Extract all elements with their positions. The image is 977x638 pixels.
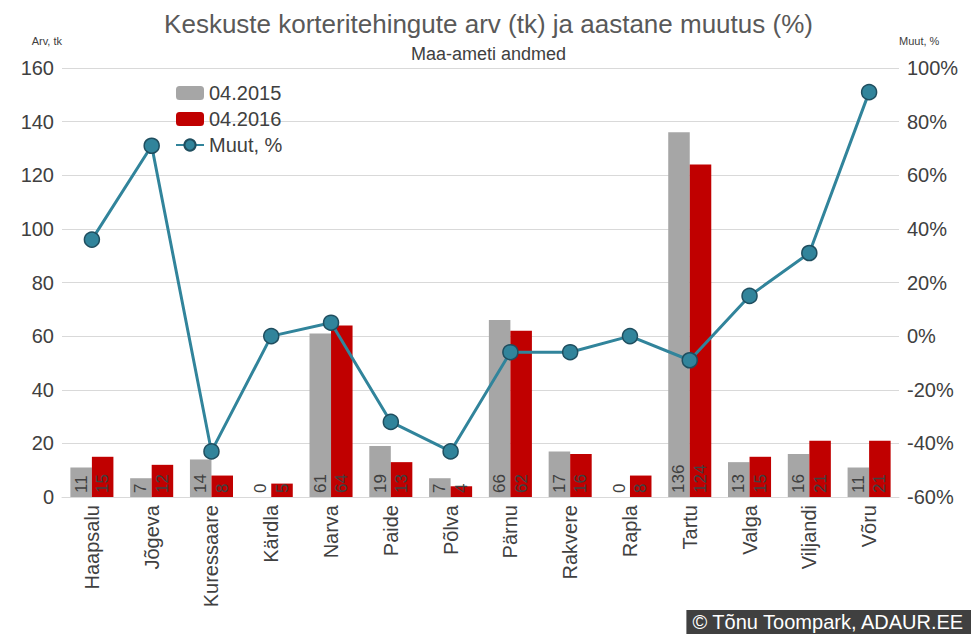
svg-text:4: 4 (452, 484, 471, 493)
svg-text:15: 15 (93, 474, 112, 493)
svg-text:5: 5 (273, 484, 292, 493)
svg-text:7: 7 (131, 484, 150, 493)
svg-text:120: 120 (21, 164, 54, 186)
svg-text:Kärdla: Kärdla (260, 504, 282, 563)
svg-text:Pärnu: Pärnu (499, 505, 521, 558)
svg-text:Maa-ameti andmed: Maa-ameti andmed (411, 44, 566, 64)
svg-text:© Tõnu Toompark, ADAUR.EE: © Tõnu Toompark, ADAUR.EE (692, 611, 963, 633)
svg-text:13: 13 (392, 474, 411, 493)
svg-text:7: 7 (430, 484, 449, 493)
svg-text:-40%: -40% (907, 432, 954, 454)
svg-text:62: 62 (512, 474, 531, 493)
svg-text:0: 0 (610, 484, 629, 493)
svg-text:0%: 0% (907, 325, 936, 347)
svg-text:Paide: Paide (380, 505, 402, 556)
svg-text:160: 160 (21, 57, 54, 79)
svg-text:124: 124 (691, 465, 710, 493)
svg-text:66: 66 (490, 474, 509, 493)
svg-text:140: 140 (21, 111, 54, 133)
svg-text:-60%: -60% (907, 486, 954, 508)
svg-text:04.2016: 04.2016 (209, 108, 281, 130)
svg-text:Valga: Valga (739, 504, 761, 555)
svg-text:60%: 60% (907, 164, 947, 186)
svg-text:136: 136 (669, 465, 688, 493)
svg-text:21: 21 (811, 474, 830, 493)
svg-text:Põlva: Põlva (440, 504, 462, 555)
svg-text:8: 8 (213, 484, 232, 493)
svg-text:40: 40 (32, 379, 54, 401)
svg-text:19: 19 (371, 474, 390, 493)
svg-text:Viljandi: Viljandi (798, 505, 820, 569)
svg-text:Muut, %: Muut, % (209, 134, 283, 156)
svg-text:Tartu: Tartu (679, 505, 701, 549)
svg-text:11: 11 (72, 475, 91, 493)
svg-text:Rapla: Rapla (619, 504, 641, 557)
svg-text:20%: 20% (907, 272, 947, 294)
svg-text:20: 20 (32, 432, 54, 454)
svg-text:100: 100 (21, 218, 54, 240)
svg-text:Võru: Võru (858, 505, 880, 547)
svg-text:80: 80 (32, 272, 54, 294)
svg-text:-20%: -20% (907, 379, 954, 401)
svg-text:12: 12 (153, 474, 172, 493)
svg-text:Narva: Narva (320, 504, 342, 558)
svg-text:100%: 100% (907, 57, 958, 79)
svg-text:17: 17 (550, 474, 569, 493)
svg-text:Keskuste korteritehingute arv: Keskuste korteritehingute arv (tk) ja aa… (164, 9, 813, 39)
svg-text:80%: 80% (907, 111, 947, 133)
svg-text:64: 64 (332, 474, 351, 493)
svg-text:16: 16 (789, 474, 808, 493)
svg-text:0: 0 (251, 484, 270, 493)
svg-text:Muut, %: Muut, % (899, 35, 940, 47)
svg-text:Kuressaare: Kuressaare (200, 505, 222, 607)
svg-text:15: 15 (751, 474, 770, 493)
svg-text:60: 60 (32, 325, 54, 347)
svg-text:21: 21 (870, 474, 889, 493)
svg-text:40%: 40% (907, 218, 947, 240)
svg-text:04.2015: 04.2015 (209, 82, 281, 104)
svg-text:Haapsalu: Haapsalu (81, 505, 103, 590)
svg-text:16: 16 (571, 474, 590, 493)
svg-text:11: 11 (849, 475, 868, 493)
svg-text:0: 0 (43, 486, 54, 508)
svg-text:Rakvere: Rakvere (559, 505, 581, 579)
svg-text:13: 13 (729, 474, 748, 493)
svg-text:8: 8 (631, 484, 650, 493)
svg-text:Arv, tk: Arv, tk (32, 35, 63, 47)
svg-text:Jõgeva: Jõgeva (141, 504, 163, 569)
svg-text:61: 61 (311, 474, 330, 493)
svg-text:14: 14 (191, 474, 210, 493)
